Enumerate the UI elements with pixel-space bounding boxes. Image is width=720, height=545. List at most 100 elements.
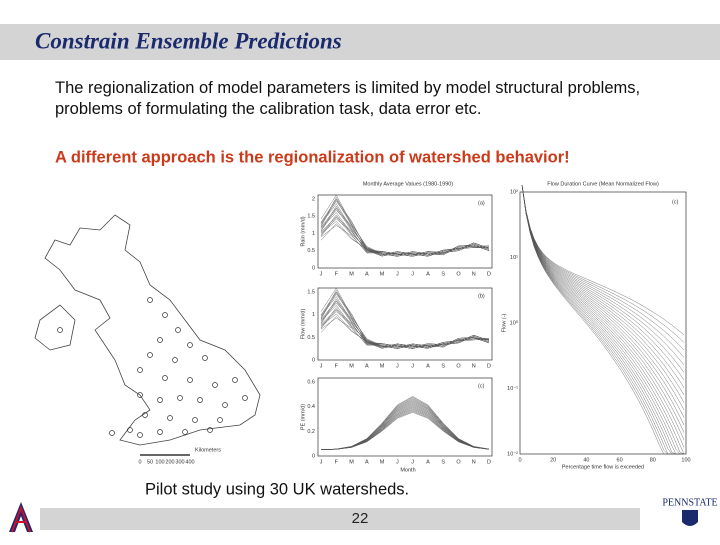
watershed-site — [157, 429, 163, 435]
month-label: J — [411, 459, 414, 465]
watershed-site — [57, 327, 63, 333]
paragraph-box: The regionalization of model parameters … — [55, 79, 641, 118]
panel-curve — [320, 293, 490, 349]
title-bar — [0, 24, 720, 60]
month-label: F — [335, 459, 339, 465]
watershed-site — [175, 327, 181, 333]
month-label: J — [396, 363, 399, 369]
month-label: J — [411, 271, 414, 277]
month-label: D — [487, 271, 491, 277]
panel-y-tick: 1.5 — [307, 214, 315, 220]
fdc-curve — [521, 184, 684, 455]
footer-bar — [40, 508, 640, 530]
panel-y-label: Rain (mm/d) — [300, 216, 306, 246]
panel-curve — [320, 302, 490, 349]
panel-y-tick: 0.5 — [307, 335, 315, 341]
watershed-site — [232, 377, 238, 383]
fdc-y-label: Flow (-) — [501, 314, 507, 333]
month-label: J — [320, 363, 323, 369]
fdc-curve — [521, 184, 684, 455]
panel-curve — [320, 212, 490, 257]
month-label: S — [441, 363, 445, 369]
month-label: S — [441, 271, 445, 277]
month-label: A — [426, 271, 430, 277]
panel-curve — [320, 291, 490, 349]
fdc-title: Flow Duration Curve (Mean Normalized Flo… — [547, 181, 659, 187]
panel-curve — [320, 225, 490, 257]
fdc-x-tick: 0 — [518, 457, 521, 463]
month-label: A — [365, 271, 369, 277]
panel-y-tick: 1.5 — [307, 289, 315, 295]
watershed-site — [182, 429, 188, 435]
fdc-tag: (c) — [672, 199, 679, 205]
panel-curve — [320, 412, 490, 450]
scale-tick: 0 — [138, 459, 141, 465]
fdc-curve — [521, 184, 685, 358]
watershed-site — [212, 382, 218, 388]
slide-title: Constrain Ensemble Predictions — [35, 28, 342, 53]
watershed-site — [147, 352, 153, 358]
month-label: A — [365, 459, 369, 465]
month-label: N — [472, 363, 476, 369]
monthly-title: Monthly Average Values (1980-1990) — [363, 181, 453, 187]
watershed-site — [217, 417, 223, 423]
month-label: F — [335, 271, 339, 277]
panel-y-tick: 0 — [312, 357, 315, 363]
fdc-x-label: Percentage time flow is exceeded — [562, 464, 644, 470]
fdc-x-tick: 60 — [617, 457, 623, 463]
month-label: J — [320, 271, 323, 277]
panel-curve — [320, 292, 490, 348]
scale-tick: 300 — [175, 459, 184, 465]
paragraph: The regionalization of model parameters … — [55, 79, 641, 118]
panel-y-tick: 1 — [312, 231, 315, 237]
panel-curve — [320, 196, 490, 257]
month-label: M — [349, 459, 354, 465]
month-label: N — [472, 271, 476, 277]
fdc-curve — [521, 184, 685, 366]
watershed-site — [109, 430, 115, 436]
panel-y-tick: 0 — [312, 265, 315, 271]
watershed-site — [197, 397, 203, 403]
panel-y-tick: 0.6 — [307, 379, 315, 385]
watershed-site — [222, 402, 228, 408]
month-label: M — [380, 459, 385, 465]
panel-curve — [320, 304, 490, 349]
panel-curve — [320, 396, 490, 450]
scale-tick: 400 — [185, 459, 194, 465]
fdc-curve — [521, 184, 685, 411]
panel-curve — [320, 313, 490, 349]
panel-frame — [317, 287, 493, 361]
uk-map — [34, 214, 261, 446]
panel-y-tick: 0.4 — [307, 404, 315, 410]
panel-curve — [320, 216, 490, 256]
monthly-x-label: Month — [400, 467, 415, 473]
watershed-site — [162, 375, 168, 381]
fdc-curve — [521, 184, 684, 455]
fdc-x-tick: 80 — [650, 457, 656, 463]
pennstate-logo: PENNSTATE — [662, 497, 717, 508]
fdc-y-tick: 10⁻² — [507, 451, 518, 457]
fdc-curve — [521, 184, 685, 336]
fdc-curve — [521, 184, 685, 388]
month-label: M — [380, 271, 385, 277]
panel-y-tick: 0 — [312, 453, 315, 459]
arizona-logo — [5, 500, 37, 534]
panel-curve — [320, 221, 490, 257]
fdc-curve — [521, 184, 685, 426]
watershed-site — [127, 427, 133, 433]
highlight: A different approach is the regionalizat… — [55, 148, 570, 166]
panel-curve — [320, 317, 490, 349]
watershed-site — [242, 395, 248, 401]
fdc-x-tick: 20 — [550, 457, 556, 463]
fdc-curve — [521, 184, 685, 373]
watershed-site — [202, 355, 208, 361]
fdc-curve — [521, 184, 684, 455]
month-label: J — [411, 363, 414, 369]
month-label: O — [456, 459, 461, 465]
fdc-y-tick: 10² — [510, 189, 518, 195]
fdc-curve — [521, 184, 685, 418]
panel-y-label: Flow (mm/d) — [300, 309, 306, 340]
month-label: A — [365, 363, 369, 369]
